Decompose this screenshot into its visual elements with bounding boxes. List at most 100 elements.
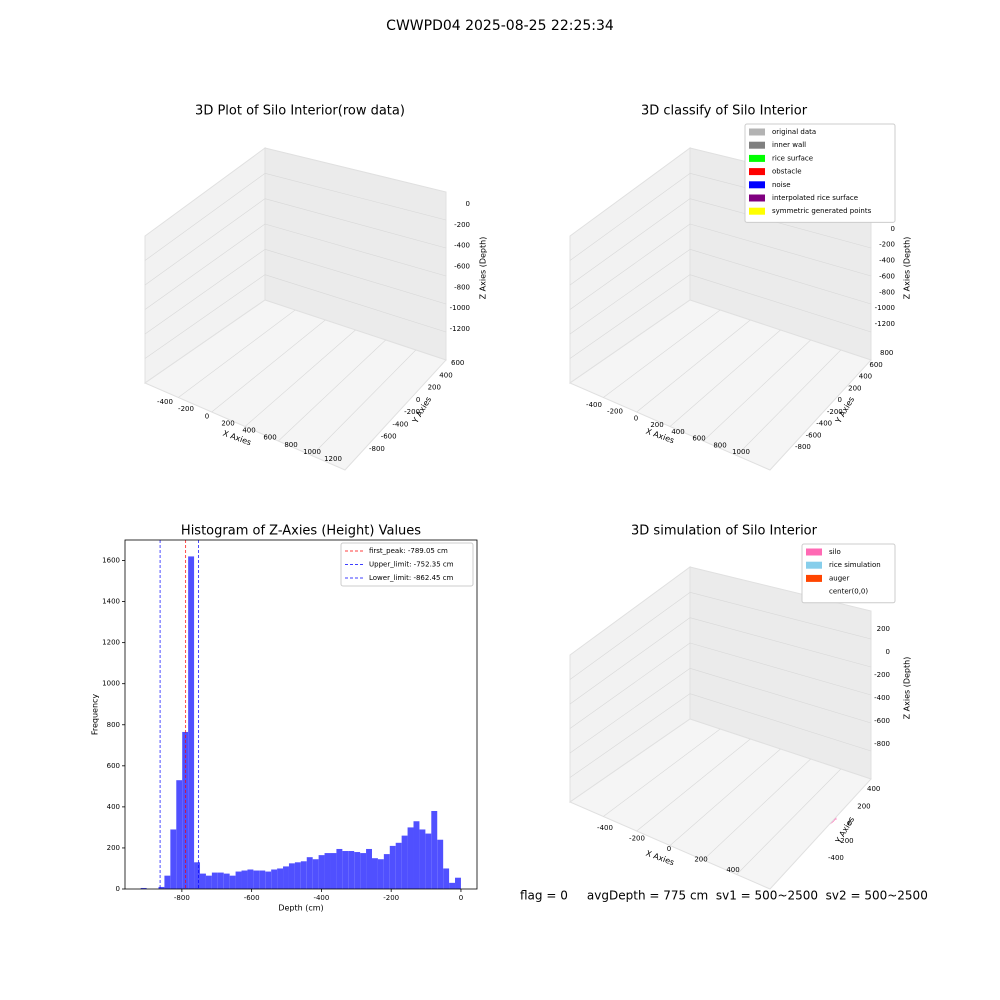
pane-grid: [669, 329, 781, 427]
z-tick-label: -1000: [875, 304, 895, 312]
y-tick-label: 600: [869, 361, 882, 369]
x-tick-label: -400: [597, 824, 613, 832]
z-tick-label: -800: [879, 288, 895, 296]
z-tick-label: -800: [454, 283, 470, 291]
bar: [271, 869, 278, 889]
legend-swatch: [806, 561, 822, 569]
bar: [318, 855, 325, 889]
x-tick-label: 1200: [324, 455, 342, 463]
pane-grid: [569, 274, 691, 359]
x-tick-label: 1000: [303, 448, 321, 456]
bar: [140, 887, 147, 889]
bar: [200, 873, 206, 889]
pane-grid: [689, 693, 872, 752]
bar: [194, 862, 201, 889]
bar: [241, 870, 248, 889]
z-tick-label: -600: [454, 263, 470, 271]
pane-grid: [264, 249, 447, 305]
legend-swatch: [806, 588, 822, 596]
y-tick-label: 0: [838, 396, 842, 404]
y-tick-label: 1000: [102, 680, 120, 688]
bar: [217, 872, 224, 889]
bar: [312, 859, 319, 889]
legend-box: [744, 123, 896, 223]
pane-grid: [178, 309, 296, 398]
z-tick-label: -200: [874, 671, 890, 679]
y-tick-label: 0: [848, 820, 852, 828]
bar: [336, 848, 343, 889]
bar: [354, 852, 361, 889]
legend-swatch: [749, 128, 765, 136]
legend-label: rice surface: [772, 154, 813, 162]
x-tick-label: -400: [313, 894, 329, 902]
pane-grid: [689, 198, 872, 249]
x-tick-label: 200: [650, 421, 663, 429]
y-tick-label: 0: [416, 396, 420, 404]
x-tick-label: -200: [607, 408, 623, 416]
z-tick-label: -600: [879, 272, 895, 280]
z-tick-label: 0: [466, 200, 470, 208]
pane-grid: [636, 319, 751, 413]
legend-label: Upper_limit: -752.35 cm: [369, 561, 454, 569]
y-tick-label: 800: [107, 721, 120, 729]
pane-grid: [264, 198, 447, 249]
bar: [259, 870, 266, 889]
bar: [401, 835, 408, 889]
x-tick-label: 400: [242, 427, 255, 435]
y-tick-label: -400: [392, 420, 408, 428]
footer: flag = 0 avgDepth = 775 cm sv1 = 500~250…: [520, 889, 928, 903]
legend-label: original data: [772, 128, 816, 136]
z-tick-label: -200: [879, 241, 895, 249]
x-tick-label: 0: [667, 845, 671, 853]
legend-label: Lower_limit: -862.45 cm: [369, 574, 454, 582]
pane-grid: [703, 339, 811, 442]
pane-grid: [689, 642, 872, 696]
pane-grid: [264, 173, 447, 221]
y-tick-label: -200: [838, 837, 854, 845]
bar: [265, 871, 272, 889]
panel-title: 3D simulation of Silo Interior: [631, 524, 818, 539]
bar: [288, 863, 295, 889]
x-tick-label: 200: [694, 856, 707, 864]
z-tick-label: -1200: [875, 320, 895, 328]
pane-grid: [569, 249, 691, 335]
x-tick-label: -800: [174, 894, 190, 902]
x-tick-label: 800: [713, 441, 726, 449]
x-tick-label: 0: [634, 414, 638, 422]
legend-label: silo: [829, 548, 841, 556]
bar: [449, 882, 456, 889]
bar: [395, 842, 402, 889]
bar: [253, 870, 260, 889]
legend-swatch: [749, 141, 765, 149]
y-tick-label: 400: [859, 373, 872, 381]
x-tick-label: -600: [244, 894, 260, 902]
bar: [377, 859, 384, 889]
pane-grid: [569, 693, 691, 778]
x-tick-label: -200: [629, 835, 645, 843]
legend-label: interpolated rice surface: [772, 194, 858, 202]
bar: [419, 829, 426, 889]
pane-grid: [636, 738, 751, 832]
legend-label: symmetric generated points: [772, 207, 872, 215]
y-tick-label: -400: [816, 420, 832, 428]
x-tick-label: 0: [205, 412, 209, 420]
bar: [425, 833, 432, 889]
z-tick-label: -600: [874, 717, 890, 725]
bar: [235, 871, 242, 889]
pane-grid: [264, 223, 447, 277]
x-tick-label: 0: [459, 894, 463, 902]
y-tick-label: -600: [806, 431, 822, 439]
legend-label: noise: [772, 181, 791, 189]
z-tick-label: -400: [879, 257, 895, 265]
bar: [158, 886, 165, 889]
legend-box: [801, 543, 896, 604]
x-tick-label: -200: [383, 894, 399, 902]
pane-grid: [603, 728, 721, 817]
bar: [342, 851, 349, 889]
bar: [188, 556, 195, 889]
pane-grid: [569, 642, 691, 729]
x-tick-label: 800: [284, 441, 297, 449]
bar: [205, 875, 212, 889]
axis-label: Z Axies (Depth): [903, 657, 912, 720]
z-tick-label: 0: [886, 648, 890, 656]
